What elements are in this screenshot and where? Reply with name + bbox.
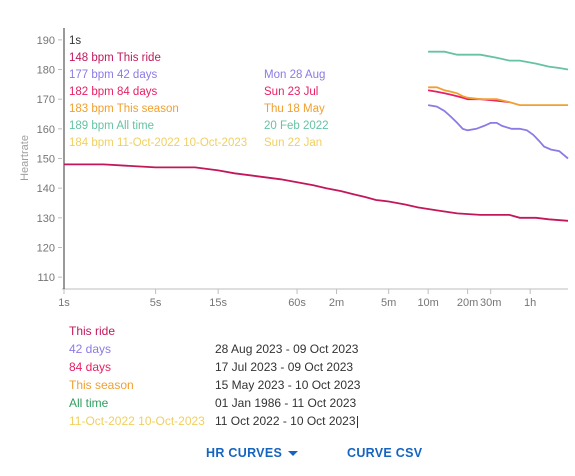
x-tick-label: 60s (288, 297, 306, 309)
x-tick-label: 30m (480, 297, 501, 309)
x-tick-label: 5m (381, 297, 396, 309)
hr-curve-chart[interactable]: Heartrate 110 120 130 140 150 160 170 180 190 1s… (0, 0, 575, 320)
range-name: 42 days (69, 342, 112, 356)
y-ticks: 110 120 130 140 150 160 170 180 190 (37, 35, 62, 284)
range-row: This season 15 May 2023 - 10 Oct 2023 (69, 376, 360, 394)
range-dates: 15 May 2023 - 10 Oct 2023 (215, 378, 361, 392)
range-name: 11-Oct-2022 10-Oct-2023 (69, 414, 205, 428)
y-tick-label: 150 (37, 154, 55, 166)
x-tick-label: 1h (524, 297, 536, 309)
hr-curves-label: HR CURVES (206, 446, 283, 460)
legend-date: 20 Feb 2022 (264, 120, 329, 132)
range-dates: 01 Jan 1986 - 11 Oct 2023 (215, 396, 357, 410)
range-row: 84 days 17 Jul 2023 - 09 Oct 2023 (69, 358, 360, 376)
legend-value: 182 bpm 84 days (69, 86, 157, 98)
y-tick-label: 160 (37, 124, 55, 136)
legend-value: 184 bpm 11-Oct-2022 10-Oct-2023 (69, 137, 247, 149)
legend-value: 183 bpm This season (69, 103, 179, 115)
legend-value: 189 bpm All time (69, 120, 154, 132)
chevron-down-icon (288, 451, 299, 457)
y-tick-label: 140 (37, 183, 55, 195)
legend: 148 bpm This ride 177 bpm 42 days Mon 28 A… (69, 52, 329, 149)
range-dates: 11 Oct 2022 - 10 Oct 2023 (215, 414, 358, 428)
range-name: This season (69, 378, 134, 392)
x-tick-label: 20m (457, 297, 478, 309)
range-name: All time (69, 396, 109, 410)
series-line (427, 89, 510, 103)
curve-csv-button[interactable]: CURVE CSV (347, 446, 423, 460)
y-tick-label: 130 (37, 213, 55, 225)
text-caret (356, 415, 358, 428)
series-line (64, 163, 569, 222)
date-ranges-list: This ride 42 days 28 Aug 2023 - 09 Oct 202… (69, 322, 360, 430)
x-tick-label: 2m (329, 297, 344, 309)
x-tick-label: 15s (209, 297, 227, 309)
x-tick-label: 10m (417, 297, 438, 309)
series-line (428, 50, 569, 71)
actions-bar: HR CURVES CURVE CSV (0, 446, 575, 468)
cursor-label: 1s (69, 35, 81, 47)
range-row: All time 01 Jan 1986 - 11 Oct 2023 (69, 394, 360, 412)
legend-date: Sun 22 Jan (264, 137, 322, 149)
x-tick-label: 5s (150, 297, 162, 309)
range-name: This ride (69, 324, 116, 338)
series-lines (64, 50, 569, 222)
range-name: 84 days (69, 360, 112, 374)
x-ticks: 1s 5s 15s 60s 2m 5m 10m 20m 30m 1h (58, 289, 536, 309)
y-axis-label: Heartrate (19, 135, 31, 181)
legend-value: 177 bpm 42 days (69, 69, 157, 81)
hr-curves-button[interactable]: HR CURVES (206, 446, 299, 460)
y-tick-label: 110 (37, 272, 55, 284)
legend-date: Thu 18 May (264, 103, 325, 115)
legend-value: 148 bpm This ride (69, 52, 161, 64)
y-tick-label: 170 (37, 94, 55, 106)
series-line (427, 104, 569, 160)
y-tick-label: 120 (37, 242, 55, 254)
legend-date: Mon 28 Aug (264, 69, 325, 81)
range-dates: 28 Aug 2023 - 09 Oct 2023 (215, 342, 359, 356)
range-row: 42 days 28 Aug 2023 - 09 Oct 2023 (69, 340, 360, 358)
series-line (428, 86, 568, 106)
y-tick-label: 190 (37, 35, 55, 47)
range-row: 11-Oct-2022 10-Oct-2023 11 Oct 2022 - 10 … (69, 412, 360, 430)
x-tick-label: 1s (58, 297, 70, 309)
y-tick-label: 180 (37, 65, 55, 77)
legend-date: Sun 23 Jul (264, 86, 318, 98)
range-row: This ride (69, 322, 360, 340)
range-dates: 17 Jul 2023 - 09 Oct 2023 (215, 360, 354, 374)
